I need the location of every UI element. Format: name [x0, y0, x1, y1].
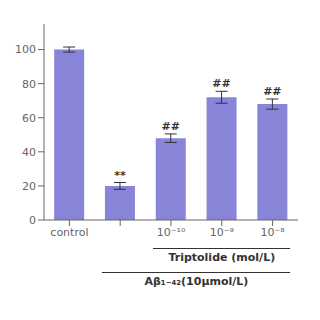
- svg-text:##: ##: [263, 85, 281, 98]
- svg-text:control: control: [50, 226, 88, 239]
- svg-text:100: 100: [15, 43, 36, 56]
- svg-text:20: 20: [22, 180, 36, 193]
- svg-text:0: 0: [29, 214, 36, 227]
- svg-text:60: 60: [22, 112, 36, 125]
- svg-text:80: 80: [22, 78, 36, 91]
- html-text:Triptolide (mol/L): Triptolide (mol/L): [168, 251, 276, 264]
- svg-text:##: ##: [212, 77, 230, 90]
- html-text:Aβ₁₋₄₂(10μmol/L): Aβ₁₋₄₂(10μmol/L): [144, 275, 249, 288]
- svg-text:**: **: [114, 169, 126, 182]
- svg-text:10⁻⁸: 10⁻⁸: [260, 226, 285, 239]
- svg-text:##: ##: [162, 120, 180, 133]
- svg-text:10⁻⁹: 10⁻⁹: [210, 226, 234, 239]
- svg-text:10⁻¹⁰: 10⁻¹⁰: [157, 226, 186, 239]
- svg-text:40: 40: [22, 146, 36, 159]
